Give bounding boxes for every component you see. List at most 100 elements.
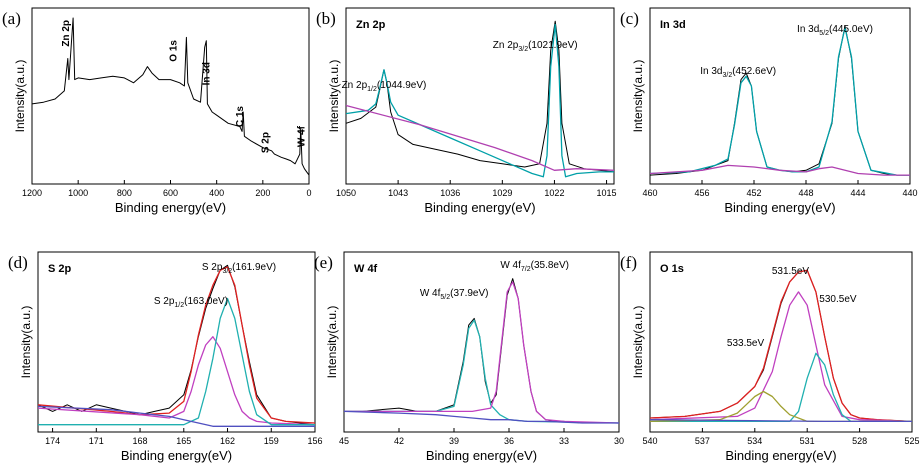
x-tick-label: 33 [559,436,569,446]
x-tick-label: 525 [904,436,919,446]
x-tick-label: 45 [339,436,349,446]
x-tick-label: 159 [264,436,279,446]
peak-annotation: In 3d5/2(445.0eV) [797,24,873,37]
x-tick-label: 1050 [336,188,356,198]
x-tick-label: 1015 [597,188,617,198]
peak-annotation: Zn 2p3/2(1021.9eV) [493,40,578,53]
x-tick-label: 800 [117,188,132,198]
x-tick-label: 30 [614,436,624,446]
peak-annotation: S 2p3/2(161.9eV) [202,262,276,275]
x-axis-label: Binding energy(eV) [115,200,226,215]
series-line-data [37,264,315,424]
peak-annotation: W 4f5/2(37.9eV) [420,288,489,301]
x-tick-label: 452 [746,188,761,198]
x-tick-label: 1036 [440,188,460,198]
peak-annotation: In 3d3/2(452.6eV) [700,66,776,79]
panel-letter: (f) [620,253,637,272]
x-tick-label: 400 [209,188,224,198]
x-tick-label: 448 [798,188,813,198]
x-axis-label: Binding energy(eV) [426,448,537,463]
x-tick-label: 39 [449,436,459,446]
series-line-component [649,291,913,423]
x-tick-label: 42 [394,436,404,446]
series-line-component [344,281,620,424]
series-line-component [38,297,315,426]
peak-label: O 1s [168,40,179,62]
y-axis-label: Intensity(a.u.) [19,306,33,379]
panel-letter: (a) [2,9,21,28]
x-tick-label: 540 [642,436,657,446]
plot-frame [649,251,913,433]
x-tick-label: 456 [694,188,709,198]
y-axis-label: Intensity(a.u.) [325,306,339,379]
panel-a: (a) 1200 1000 800 600 400 200 0 Binding energy(e… [2,7,312,215]
x-tick-label: 171 [89,436,104,446]
plot-frame [345,7,615,185]
series-line-component [344,319,620,424]
panel-letter: (c) [620,9,639,28]
x-tick-label: 528 [852,436,867,446]
panel-d: (d) S 2p 174 171 168 165 162 159 156 Binding ener… [8,251,323,463]
y-axis-label: Intensity(a.u.) [631,60,645,133]
peak-label: W 4f [297,125,308,147]
series-line [31,17,310,176]
x-tick-label: 162 [220,436,235,446]
x-tick-label: 1000 [68,188,88,198]
x-tick-label: 534 [747,436,762,446]
series-line-background [649,419,912,423]
series-line-fit [649,27,910,176]
peak-label: In 3d [201,62,212,85]
x-axis-label: Binding energy(eV) [424,200,535,215]
panel-title: O 1s [660,263,684,275]
plot-frame [649,7,911,185]
peak-annotation: Zn 2p1/2(1044.9eV) [342,80,427,93]
plot-frame [343,251,620,433]
peak-annotation: 533.5eV [727,338,765,349]
series-line-background [37,405,315,427]
peak-label: S 2p [261,132,272,153]
x-tick-label: 200 [255,188,270,198]
panel-letter: (e) [314,253,333,272]
x-tick-label: 1200 [22,188,42,198]
x-tick-label: 1029 [492,188,512,198]
panel-title: Zn 2p [356,19,386,31]
x-tick-label: 600 [163,188,178,198]
x-tick-label: 460 [642,188,657,198]
x-axis-label: Binding energy(eV) [725,448,836,463]
peak-annotation: S 2p1/2(163.0eV) [154,296,228,309]
panel-title: In 3d [660,19,686,31]
x-tick-label: 440 [902,188,917,198]
x-tick-label: 0 [306,188,311,198]
y-axis-label: Intensity(a.u.) [13,60,27,133]
x-tick-label: 165 [176,436,191,446]
series-line-component [649,390,912,423]
panel-title: W 4f [354,263,378,275]
x-tick-label: 174 [45,436,60,446]
series-line-data [649,25,910,176]
panel-b: (b) Zn 2p 1050 1043 1036 1029 1022 1015 Binding … [316,7,617,215]
panel-letter: (d) [8,253,28,272]
peak-label: C 1s [235,106,246,128]
y-axis-label: Intensity(a.u.) [631,306,645,379]
series-line-background [343,410,619,424]
x-axis-label: Binding energy(eV) [121,448,232,463]
series-line-component [650,352,912,423]
peak-annotation: W 4f7/2(35.8eV) [500,260,569,273]
series-line-fit [345,23,614,178]
series-line-background [649,164,910,176]
x-tick-label: 168 [133,436,148,446]
series-line-fit-total [649,269,913,423]
x-tick-label: 1043 [388,188,408,198]
peak-annotation: 531.5eV [772,266,810,277]
series-line-data [649,269,913,422]
x-tick-label: 1022 [544,188,564,198]
x-tick-label: 444 [850,188,865,198]
x-axis-label: Binding energy(eV) [724,200,835,215]
x-tick-label: 36 [504,436,514,446]
series-line-fit-total [37,266,316,424]
plot-frame [37,251,316,433]
series-line-background [345,104,615,171]
panel-letter: (b) [316,9,336,28]
series-line-component [37,336,316,426]
